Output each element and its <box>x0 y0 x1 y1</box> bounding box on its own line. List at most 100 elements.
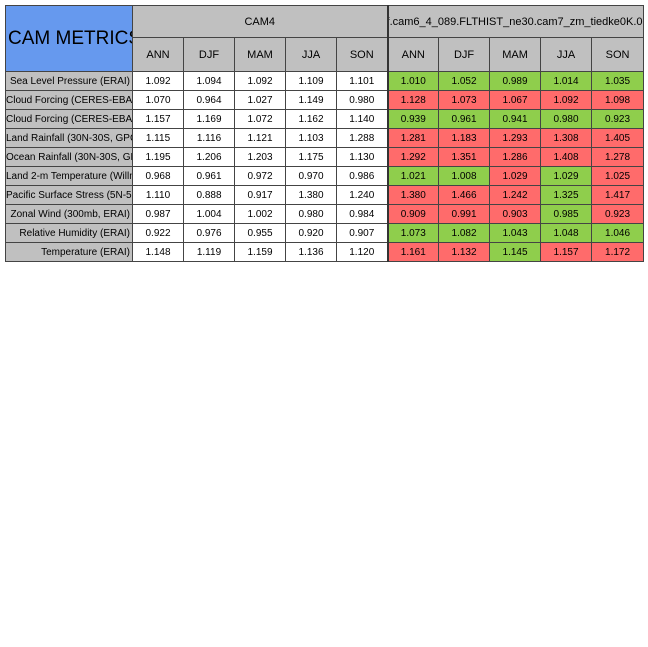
experiment-value-cell: 1.048 <box>540 223 593 243</box>
experiment-value-cell: 1.408 <box>540 147 593 167</box>
experiment-value-cell: 1.157 <box>540 242 593 262</box>
experiment-value-cell: 1.286 <box>489 147 542 167</box>
experiment-value-cell: 1.293 <box>489 128 542 148</box>
season-header-cam4-mam: MAM <box>234 37 286 72</box>
cam4-value-cell: 0.907 <box>335 223 389 243</box>
cam4-value-cell: 0.976 <box>183 223 235 243</box>
experiment-value-cell: 0.903 <box>489 204 542 224</box>
metric-name-cell: Cloud Forcing (CERES-EBAF) <box>5 109 133 129</box>
experiment-value-cell: 1.308 <box>540 128 593 148</box>
experiment-value-cell: 1.035 <box>591 71 645 91</box>
experiment-value-cell: 0.941 <box>489 109 542 129</box>
season-header-exp-mam: MAM <box>489 37 542 72</box>
cam4-value-cell: 0.980 <box>285 204 337 224</box>
cam4-value-cell: 0.970 <box>285 166 337 186</box>
experiment-value-cell: 1.172 <box>591 242 645 262</box>
cam4-value-cell: 0.888 <box>183 185 235 205</box>
cam4-value-cell: 0.986 <box>335 166 389 186</box>
cam4-value-cell: 1.119 <box>183 242 235 262</box>
experiment-value-cell: 1.128 <box>386 90 440 110</box>
metric-name-cell: Pacific Surface Stress (5N-5S,ERAI) <box>5 185 133 205</box>
table-row: Land 2-m Temperature (Willmott)0.9680.96… <box>5 166 645 186</box>
table-title: CAM METRICS <box>5 5 133 72</box>
experiment-value-cell: 1.417 <box>591 185 645 205</box>
season-header-cam4-son: SON <box>335 37 389 72</box>
table-row: Cloud Forcing (CERES-EBAF) 1.157 1.169 1.07… <box>5 109 645 129</box>
cam4-value-cell: 1.162 <box>285 109 337 129</box>
experiment-value-cell: 1.014 <box>540 71 593 91</box>
experiment-value-cell: 1.405 <box>591 128 645 148</box>
experiment-value-cell: 1.052 <box>438 71 491 91</box>
season-header-cam4-djf: DJF <box>183 37 235 72</box>
experiment-value-cell: 1.292 <box>386 147 440 167</box>
experiment-value-cell: 0.939 <box>386 109 440 129</box>
cam4-value-cell: 1.121 <box>234 128 286 148</box>
table-row: Sea Level Pressure (ERAI) 1.092 1.094 1.092… <box>5 71 645 91</box>
cam4-value-cell: 0.984 <box>335 204 389 224</box>
cam4-value-cell: 1.288 <box>335 128 389 148</box>
experiment-value-cell: 0.991 <box>438 204 491 224</box>
group-header-cam4: CAM4 <box>131 4 389 39</box>
cam4-value-cell: 1.094 <box>183 71 235 91</box>
cam4-value-cell: 1.380 <box>285 185 337 205</box>
cam4-value-cell: 1.109 <box>285 71 337 91</box>
experiment-value-cell: 1.132 <box>438 242 491 262</box>
experiment-value-cell: 1.025 <box>591 166 645 186</box>
metric-name-cell: Land Rainfall (30N-30S, GPCP) <box>5 128 133 148</box>
cam-metrics-table: CAM METRICS CAM4 f.cam6_4_089.FLTHIST_ne… <box>5 4 645 262</box>
cam4-value-cell: 0.980 <box>335 90 389 110</box>
table-row: Zonal Wind (300mb, ERAI) 0.987 1.004 1.002 0… <box>5 204 645 224</box>
experiment-value-cell: 1.067 <box>489 90 542 110</box>
cam4-value-cell: 1.120 <box>335 242 389 262</box>
cam4-value-cell: 0.961 <box>183 166 235 186</box>
table-row: Pacific Surface Stress (5N-5S,ERAI)1.110… <box>5 185 645 205</box>
cam4-value-cell: 1.027 <box>234 90 286 110</box>
metric-name-cell: Sea Level Pressure (ERAI) <box>5 71 133 91</box>
cam4-value-cell: 0.987 <box>132 204 184 224</box>
experiment-value-cell: 1.043 <box>489 223 542 243</box>
cam4-value-cell: 1.130 <box>335 147 389 167</box>
metric-name-cell: Relative Humidity (ERAI) <box>5 223 133 243</box>
experiment-value-cell: 0.985 <box>540 204 593 224</box>
metric-name-cell: Temperature (ERAI) <box>5 242 133 262</box>
experiment-value-cell: 1.092 <box>540 90 593 110</box>
cam4-value-cell: 1.175 <box>285 147 337 167</box>
metrics-body: Sea Level Pressure (ERAI) 1.092 1.094 1.092… <box>5 71 645 262</box>
group-header-row: CAM METRICS CAM4 f.cam6_4_089.FLTHIST_ne… <box>5 4 645 72</box>
metric-name-cell: Zonal Wind (300mb, ERAI) <box>5 204 133 224</box>
cam4-value-cell: 1.092 <box>234 71 286 91</box>
season-header-cam4-jja: JJA <box>285 37 337 72</box>
experiment-value-cell: 1.021 <box>386 166 440 186</box>
season-header-exp-djf: DJF <box>438 37 491 72</box>
season-header-exp-son: SON <box>591 37 645 72</box>
cam4-value-cell: 1.002 <box>234 204 286 224</box>
cam4-value-cell: 1.116 <box>183 128 235 148</box>
cam4-value-cell: 1.159 <box>234 242 286 262</box>
experiment-value-cell: 0.923 <box>591 204 645 224</box>
cam4-value-cell: 1.169 <box>183 109 235 129</box>
experiment-value-cell: 1.073 <box>386 223 440 243</box>
experiment-value-cell: 1.145 <box>489 242 542 262</box>
experiment-value-cell: 0.961 <box>438 109 491 129</box>
season-header-exp-ann: ANN <box>386 37 440 72</box>
cam4-value-cell: 0.955 <box>234 223 286 243</box>
cam4-value-cell: 1.148 <box>132 242 184 262</box>
cam4-value-cell: 1.140 <box>335 109 389 129</box>
experiment-value-cell: 0.909 <box>386 204 440 224</box>
experiment-value-cell: 1.046 <box>591 223 645 243</box>
experiment-value-cell: 1.029 <box>489 166 542 186</box>
experiment-value-cell: 1.010 <box>386 71 440 91</box>
experiment-value-cell: 0.989 <box>489 71 542 91</box>
experiment-value-cell: 1.242 <box>489 185 542 205</box>
cam4-value-cell: 1.206 <box>183 147 235 167</box>
season-header-row: ANN DJF MAM JJA SON ANN DJF MAM JJA SON <box>6 37 645 72</box>
cam4-value-cell: 0.922 <box>132 223 184 243</box>
cam4-value-cell: 0.964 <box>183 90 235 110</box>
experiment-value-cell: 0.923 <box>591 109 645 129</box>
cam4-value-cell: 1.092 <box>132 71 184 91</box>
experiment-value-cell: 1.029 <box>540 166 593 186</box>
table-row: Temperature (ERAI) 1.148 1.119 1.159 1.136 1.… <box>5 242 645 262</box>
experiment-value-cell: 1.183 <box>438 128 491 148</box>
cam4-value-cell: 1.240 <box>335 185 389 205</box>
experiment-value-cell: 1.278 <box>591 147 645 167</box>
